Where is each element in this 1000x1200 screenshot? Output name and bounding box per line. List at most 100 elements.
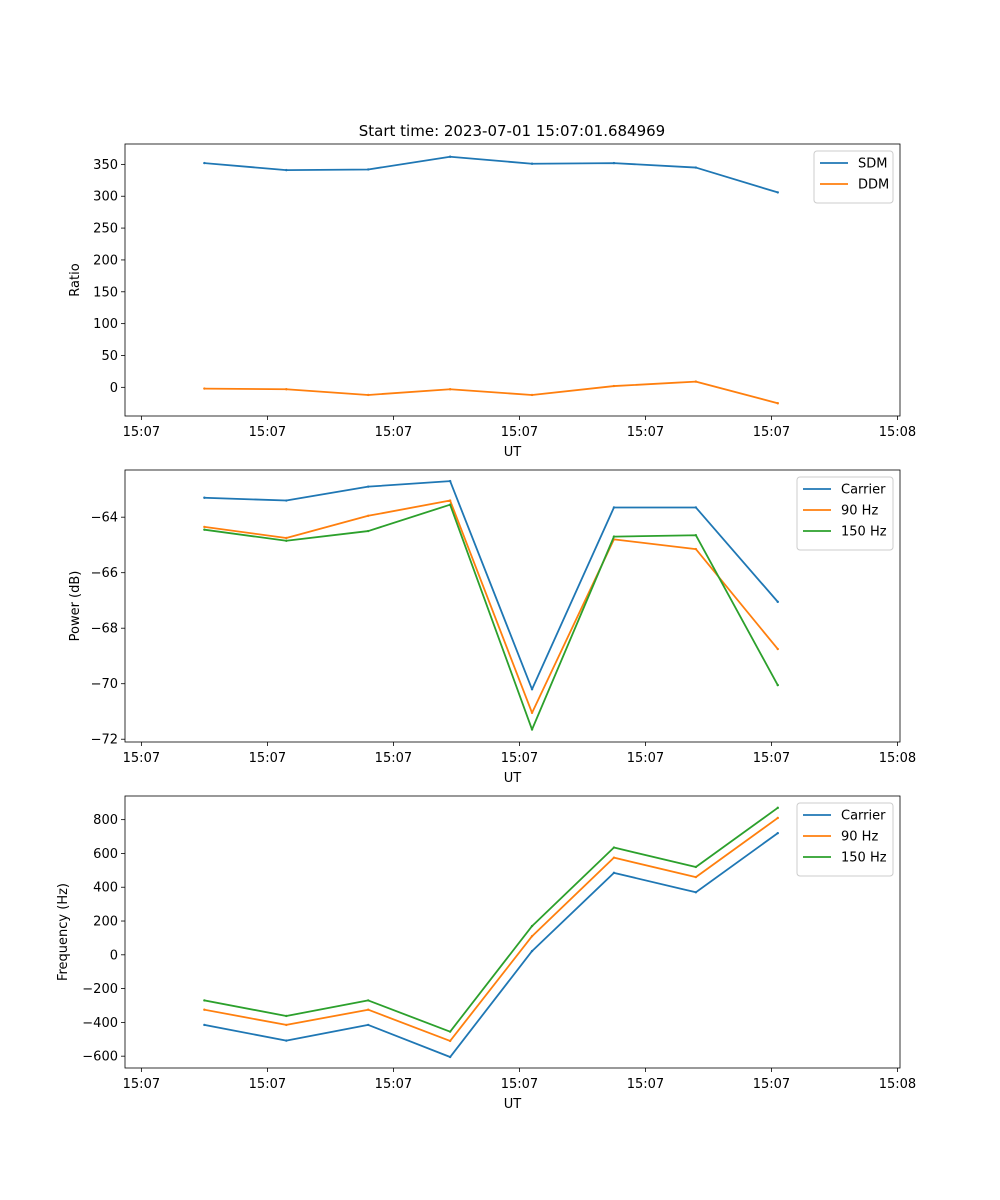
x-tick-label: 15:07 — [123, 425, 160, 440]
x-tick-label: 15:07 — [627, 1077, 664, 1092]
data-point-carrier — [285, 499, 288, 502]
legend-box — [813, 150, 894, 204]
data-point-carrier — [530, 688, 534, 691]
data-point-150-hz — [776, 683, 779, 687]
data-point-90-hz — [285, 1023, 288, 1027]
x-tick-label: 15:07 — [753, 425, 790, 440]
legend: SDM DDM — [813, 150, 894, 204]
legend-label: DDM — [858, 178, 889, 193]
x-tick-label: 15:07 — [375, 1077, 412, 1092]
y-tick-label: 300 — [93, 190, 118, 205]
x-tick-label: 15:07 — [627, 751, 664, 766]
x-axis-label: UT — [504, 771, 522, 786]
data-point-carrier — [203, 496, 206, 499]
x-tick-label: 15:07 — [123, 751, 160, 766]
data-point-sdm — [530, 162, 534, 165]
data-point-150-hz — [448, 503, 452, 506]
data-point-90-hz — [776, 647, 779, 651]
y-tick-label: 200 — [93, 253, 118, 268]
data-point-150-hz — [612, 535, 616, 538]
x-tick-label: 15:07 — [753, 1077, 790, 1092]
data-point-90-hz — [367, 514, 370, 517]
data-point-90-hz — [448, 499, 452, 502]
data-point-ddm — [694, 380, 698, 383]
series-line-sdm — [203, 155, 779, 194]
y-tick-label: 0 — [110, 948, 118, 963]
series-line-150-hz — [203, 806, 780, 1033]
data-point-90-hz — [448, 1039, 452, 1043]
x-tick-label: 15:07 — [123, 1077, 160, 1092]
data-point-ddm — [448, 388, 452, 391]
plot-frame — [124, 469, 901, 743]
data-point-ddm — [285, 388, 288, 391]
legend: Carrier 90 Hz 150 Hz — [796, 802, 894, 877]
series-line-90-hz — [203, 499, 780, 714]
data-point-carrier — [367, 485, 370, 488]
legend-label: SDM — [858, 157, 887, 172]
data-point-carrier — [285, 1039, 288, 1042]
y-tick-label: −72 — [91, 733, 118, 748]
y-tick-label: 200 — [93, 915, 118, 930]
legend-label: 150 Hz — [841, 525, 887, 540]
legend-label: Carrier — [841, 483, 886, 498]
data-point-150-hz — [203, 999, 206, 1002]
data-point-150-hz — [285, 1014, 288, 1018]
legend-label: Carrier — [841, 809, 886, 824]
data-point-sdm — [694, 166, 698, 169]
x-tick-label: 15:07 — [627, 425, 664, 440]
data-point-carrier — [694, 506, 698, 509]
data-point-150-hz — [285, 539, 288, 542]
subplot-3: 15:07 15:07 15:07 15:07 15:07 15:07 15:08 −600 −… — [56, 795, 916, 1112]
x-tick-label: 15:07 — [501, 1077, 538, 1092]
y-tick-label: −400 — [82, 1016, 118, 1031]
y-tick-label: 150 — [93, 285, 118, 300]
data-point-sdm — [448, 155, 452, 158]
data-point-90-hz — [612, 856, 616, 859]
data-point-90-hz — [694, 547, 698, 551]
data-point-150-hz — [203, 528, 206, 531]
x-tick-label: 15:07 — [501, 751, 538, 766]
data-point-carrier — [612, 871, 616, 875]
data-point-150-hz — [367, 999, 370, 1002]
data-point-sdm — [776, 191, 779, 194]
data-point-150-hz — [612, 846, 616, 849]
data-point-150-hz — [367, 529, 370, 533]
y-tick-label: −600 — [82, 1050, 118, 1065]
data-point-sdm — [203, 161, 206, 165]
data-point-sdm — [367, 168, 370, 171]
subplot-1: 15:07 15:07 15:07 15:07 15:07 15:07 15:08 0 50 10… — [68, 143, 916, 460]
y-tick-label: 0 — [110, 381, 118, 396]
y-tick-label: −68 — [91, 622, 118, 637]
x-tick-label: 15:07 — [753, 751, 790, 766]
data-point-ddm — [203, 387, 206, 390]
legend: Carrier 90 Hz 150 Hz — [796, 476, 894, 551]
data-point-90-hz — [203, 1008, 206, 1011]
y-tick-label: −64 — [91, 511, 118, 526]
data-point-carrier — [530, 949, 534, 953]
legend-label: 90 Hz — [841, 504, 878, 519]
data-point-carrier — [776, 600, 779, 604]
data-point-carrier — [448, 479, 452, 483]
series-line-carrier — [203, 480, 780, 691]
y-axis-label: Frequency (Hz) — [56, 883, 71, 981]
plot-frame — [124, 795, 901, 1069]
y-tick-label: −66 — [91, 566, 118, 581]
x-tick-label: 15:07 — [501, 425, 538, 440]
data-point-ddm — [530, 393, 534, 397]
data-point-150-hz — [694, 865, 698, 869]
y-tick-label: 350 — [93, 158, 118, 173]
y-tick-label: 100 — [93, 317, 118, 332]
data-point-90-hz — [776, 816, 779, 820]
series-line-150-hz — [203, 503, 779, 731]
legend-label: 150 Hz — [841, 851, 887, 866]
data-point-90-hz — [285, 536, 288, 540]
data-point-carrier — [612, 506, 616, 509]
y-tick-label: 50 — [101, 349, 118, 364]
x-tick-label: 15:07 — [375, 751, 412, 766]
data-point-150-hz — [530, 728, 534, 731]
data-point-sdm — [612, 161, 616, 165]
x-tick-label: 15:07 — [249, 1077, 286, 1092]
data-point-90-hz — [530, 711, 534, 715]
data-point-sdm — [285, 168, 288, 172]
